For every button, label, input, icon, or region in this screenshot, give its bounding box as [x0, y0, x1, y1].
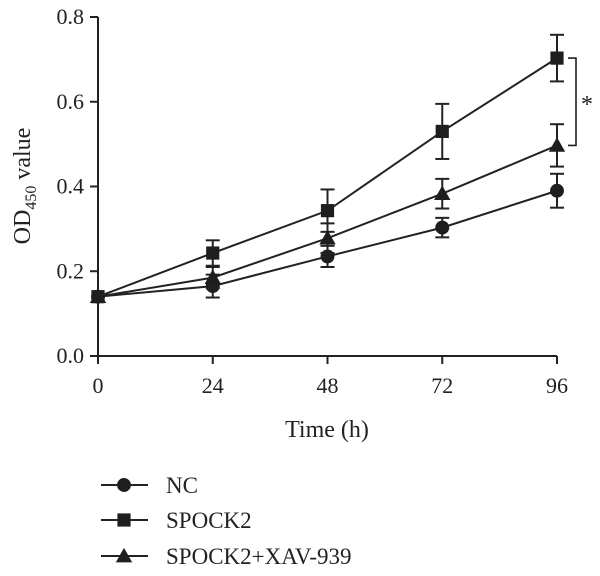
- x-tick-label: 96: [546, 373, 568, 398]
- series-spock2-xav-939: [89, 123, 566, 304]
- x-tick-label: 72: [431, 373, 453, 398]
- y-tick-label: 0.4: [57, 174, 85, 199]
- series-spock2: [91, 33, 564, 304]
- significance-annotation: *: [568, 57, 593, 147]
- data-point: [550, 183, 564, 198]
- x-tick-label: 48: [317, 373, 339, 398]
- data-point: [435, 124, 449, 139]
- legend-item: NC: [101, 473, 198, 498]
- axis-ticks: 0.0 0.2 0.4 0.6 0.8 0 24 48 72 96: [57, 4, 569, 398]
- significance-bracket: [568, 57, 577, 147]
- legend-label: SPOCK2+XAV-939: [166, 544, 352, 569]
- data-point: [319, 230, 336, 245]
- legend-marker: [117, 513, 131, 527]
- legend: NC SPOCK2 SPOCK2+XAV-939: [101, 473, 352, 569]
- data-point: [434, 185, 451, 201]
- y-tick-label: 0.6: [57, 89, 85, 114]
- y-tick-label: 0.2: [57, 258, 85, 283]
- axes: [97, 17, 557, 357]
- data-point: [548, 137, 566, 152]
- data-point: [550, 51, 564, 65]
- y-axis-title-suffix: value: [10, 128, 36, 186]
- legend-item: SPOCK2+XAV-939: [101, 544, 352, 569]
- data-point: [206, 246, 220, 260]
- y-axis-title-prefix: OD: [10, 210, 36, 245]
- legend-item: SPOCK2: [101, 508, 252, 533]
- data-point: [435, 220, 450, 235]
- y-axis-title: OD450 value: [10, 128, 40, 245]
- data-point: [320, 204, 335, 218]
- x-tick-label: 0: [93, 373, 104, 398]
- data-point: [89, 288, 107, 304]
- legend-label: NC: [166, 473, 198, 498]
- significance-star: *: [581, 92, 593, 118]
- legend-label: SPOCK2: [166, 508, 252, 533]
- data-series: [89, 33, 566, 304]
- x-tick-label: 24: [202, 373, 224, 398]
- y-axis-title-subscript: 450: [23, 186, 40, 210]
- y-tick-label: 0.0: [57, 343, 85, 368]
- data-point: [204, 269, 221, 284]
- legend-marker: [117, 478, 131, 492]
- legend-marker: [115, 547, 133, 563]
- y-tick-label: 0.8: [57, 4, 85, 29]
- x-axis-title: Time (h): [285, 417, 369, 443]
